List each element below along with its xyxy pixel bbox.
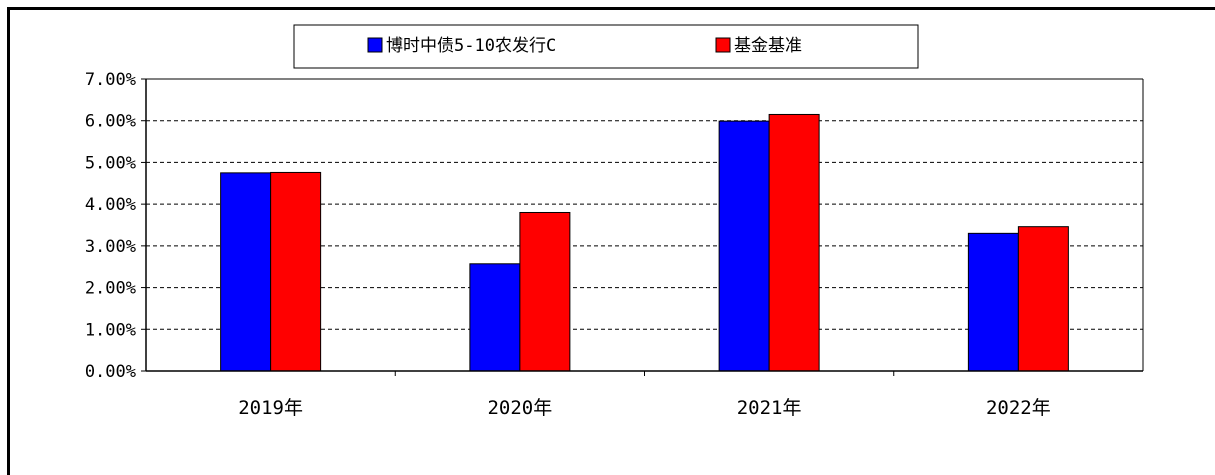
y-tick-label: 4.00% [85, 195, 136, 215]
legend: 博时中债5-10农发行C 基金基准 [293, 24, 919, 69]
y-tick-label: 7.00% [85, 70, 136, 90]
legend-box [293, 24, 919, 69]
legend-swatch-series-2 [715, 37, 731, 53]
x-tick-label: 2020年 [487, 397, 552, 419]
y-tick-label: 6.00% [85, 112, 136, 132]
y-tick-label: 5.00% [85, 153, 136, 173]
x-tick-label: 2021年 [737, 397, 802, 419]
y-tick-label: 2.00% [85, 279, 136, 299]
y-tick-label: 1.00% [85, 320, 136, 340]
bar [270, 171, 322, 372]
x-tick-label: 2022年 [986, 397, 1051, 419]
bar [519, 211, 571, 372]
bar [768, 113, 820, 372]
y-tick-label: 3.00% [85, 237, 136, 257]
legend-swatch-series-1 [367, 37, 383, 53]
x-tick-label: 2019年 [238, 397, 303, 419]
axes: 0.00% 1.00% 2.00% 3.00% 4.00% 5.00% 6.00% 7.00%… [85, 70, 1144, 419]
bar [1017, 226, 1069, 372]
bar [967, 232, 1019, 372]
bar [469, 263, 521, 372]
legend-label-series-1: 博时中债5-10农发行C [386, 36, 556, 56]
bar [220, 172, 272, 372]
legend-label-series-2: 基金基准 [734, 36, 802, 56]
y-tick-label: 0.00% [85, 362, 136, 382]
gridlines [146, 120, 1143, 330]
bars [220, 113, 1069, 372]
bar [718, 120, 770, 372]
